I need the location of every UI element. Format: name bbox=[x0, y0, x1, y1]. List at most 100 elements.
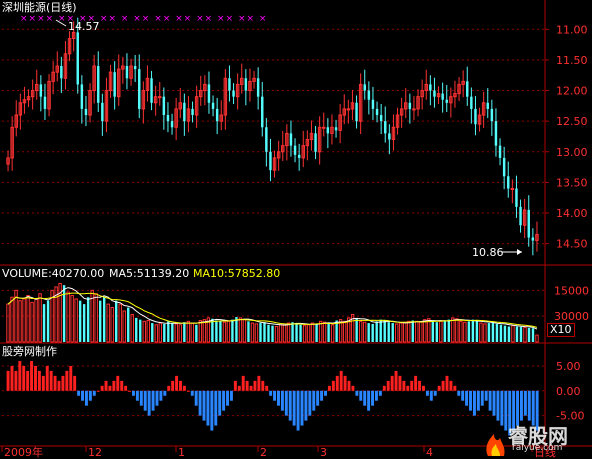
candle-body-down bbox=[429, 84, 432, 91]
indicator-bar-positive bbox=[327, 385, 331, 391]
volume-bar-up bbox=[407, 320, 411, 343]
candle-body-up bbox=[322, 126, 326, 129]
candle-body-up bbox=[51, 71, 55, 82]
volume-bar-down bbox=[527, 327, 531, 342]
indicator-bar-positive bbox=[437, 385, 441, 391]
candle-body-down bbox=[232, 90, 235, 97]
x-tick-label: 1 bbox=[178, 446, 185, 459]
volume-bar-down bbox=[367, 323, 370, 342]
candle-body-down bbox=[519, 206, 522, 226]
volume-bar-down bbox=[42, 304, 46, 342]
volume-bar-down bbox=[259, 323, 262, 342]
candle-body-down bbox=[191, 108, 194, 116]
indicator-bar-negative bbox=[320, 390, 324, 401]
indicator-bar-positive bbox=[265, 385, 269, 391]
volume-bar-down bbox=[447, 319, 451, 342]
indicator-bar-negative bbox=[508, 390, 512, 436]
indicator-bar-positive bbox=[241, 375, 245, 391]
volume-bar-down bbox=[195, 324, 198, 342]
indicator-bar-negative bbox=[472, 390, 476, 416]
candle-body-up bbox=[178, 102, 182, 110]
indicator-bar-negative bbox=[363, 390, 367, 406]
indicator-bar-negative bbox=[308, 390, 312, 416]
indicator-bar-negative bbox=[288, 390, 292, 421]
candle-body-down bbox=[265, 127, 268, 152]
volume-bar-up bbox=[22, 298, 26, 343]
volume-bar-down bbox=[86, 297, 90, 342]
indicator-bar-negative bbox=[139, 390, 143, 406]
candle-body-up bbox=[404, 102, 408, 110]
indicator-bar-positive bbox=[422, 385, 425, 391]
candle-body-up bbox=[420, 90, 424, 98]
indicator-bar-negative bbox=[143, 390, 147, 411]
candle-body-down bbox=[527, 209, 530, 238]
candle-body-up bbox=[248, 80, 252, 92]
volume-bar-up bbox=[122, 310, 126, 343]
candle-body-up bbox=[350, 102, 355, 110]
candle-body-up bbox=[457, 83, 461, 95]
indicator-bar-negative bbox=[312, 390, 316, 411]
candle-body-up bbox=[305, 139, 310, 147]
indicator-tick-label: -5.00 bbox=[556, 410, 584, 423]
indicator-bar-negative bbox=[476, 390, 480, 411]
volume-bar-down bbox=[499, 324, 503, 342]
volume-bar-down bbox=[219, 321, 222, 342]
candle-body-down bbox=[445, 99, 448, 103]
price-tick-label: 14.00 bbox=[556, 207, 588, 220]
volume-bar-up bbox=[322, 321, 327, 343]
volume-unit-badge: X10 bbox=[547, 323, 575, 337]
volume-bar-up bbox=[174, 323, 179, 343]
x-tick-label: 12 bbox=[88, 446, 102, 459]
indicator-bar-positive bbox=[186, 390, 190, 392]
candle-body-down bbox=[379, 115, 383, 122]
volume-bar-up bbox=[30, 301, 34, 343]
watermark-text: 睿股网 bbox=[508, 424, 568, 448]
low-arrowhead bbox=[517, 249, 522, 255]
volume-bar-up bbox=[190, 322, 195, 343]
volume-bar-up bbox=[338, 319, 343, 343]
candle-body-up bbox=[416, 96, 420, 110]
candle-body-up bbox=[338, 114, 342, 131]
indicator-bar-negative bbox=[88, 390, 92, 401]
volume-bar-down bbox=[183, 322, 186, 342]
indicator-bar-negative bbox=[296, 390, 300, 431]
indicator-tick-label: 0.00 bbox=[556, 385, 581, 398]
volume-bar-up bbox=[130, 313, 134, 343]
candle-body-up bbox=[285, 132, 289, 147]
candle-body-down bbox=[43, 96, 47, 109]
indicator-bar-positive bbox=[45, 365, 49, 391]
candle-body-up bbox=[342, 108, 346, 116]
candle-body-down bbox=[39, 84, 43, 97]
indicator-bar-negative bbox=[229, 390, 233, 401]
volume-bar-down bbox=[235, 317, 238, 342]
indicator-bar-negative bbox=[523, 390, 527, 416]
candle-body-up bbox=[145, 77, 150, 92]
price-tick-label: 14.50 bbox=[556, 238, 588, 251]
candle-body-up bbox=[252, 77, 256, 82]
candle-body-down bbox=[441, 93, 444, 100]
volume-bar-down bbox=[167, 321, 170, 342]
volume-bar-up bbox=[403, 321, 407, 343]
indicator-bar-negative bbox=[147, 390, 151, 416]
indicator-bar-positive bbox=[237, 385, 241, 391]
volume-bar-up bbox=[511, 325, 515, 343]
candle-body-down bbox=[162, 96, 166, 116]
indicator-bar-negative bbox=[504, 390, 508, 431]
volume-bar-down bbox=[515, 326, 519, 342]
candle-body-up bbox=[129, 65, 133, 79]
low-annotation: 10.86 bbox=[472, 246, 504, 259]
candle-body-down bbox=[60, 66, 63, 79]
volume-bar-down bbox=[487, 323, 491, 342]
volume-bar-up bbox=[415, 320, 419, 343]
candle-body-up bbox=[449, 96, 453, 104]
volume-bar-up bbox=[226, 320, 231, 343]
candle-body-down bbox=[334, 127, 338, 131]
indicator-bar-negative bbox=[159, 390, 163, 401]
indicator-bar-positive bbox=[179, 380, 182, 391]
indicator-bar-negative bbox=[516, 390, 520, 426]
indicator-bar-positive bbox=[257, 375, 261, 391]
volume-bar-down bbox=[491, 322, 495, 342]
indicator-bar-positive bbox=[410, 380, 414, 391]
indicator-bar-positive bbox=[418, 380, 422, 391]
